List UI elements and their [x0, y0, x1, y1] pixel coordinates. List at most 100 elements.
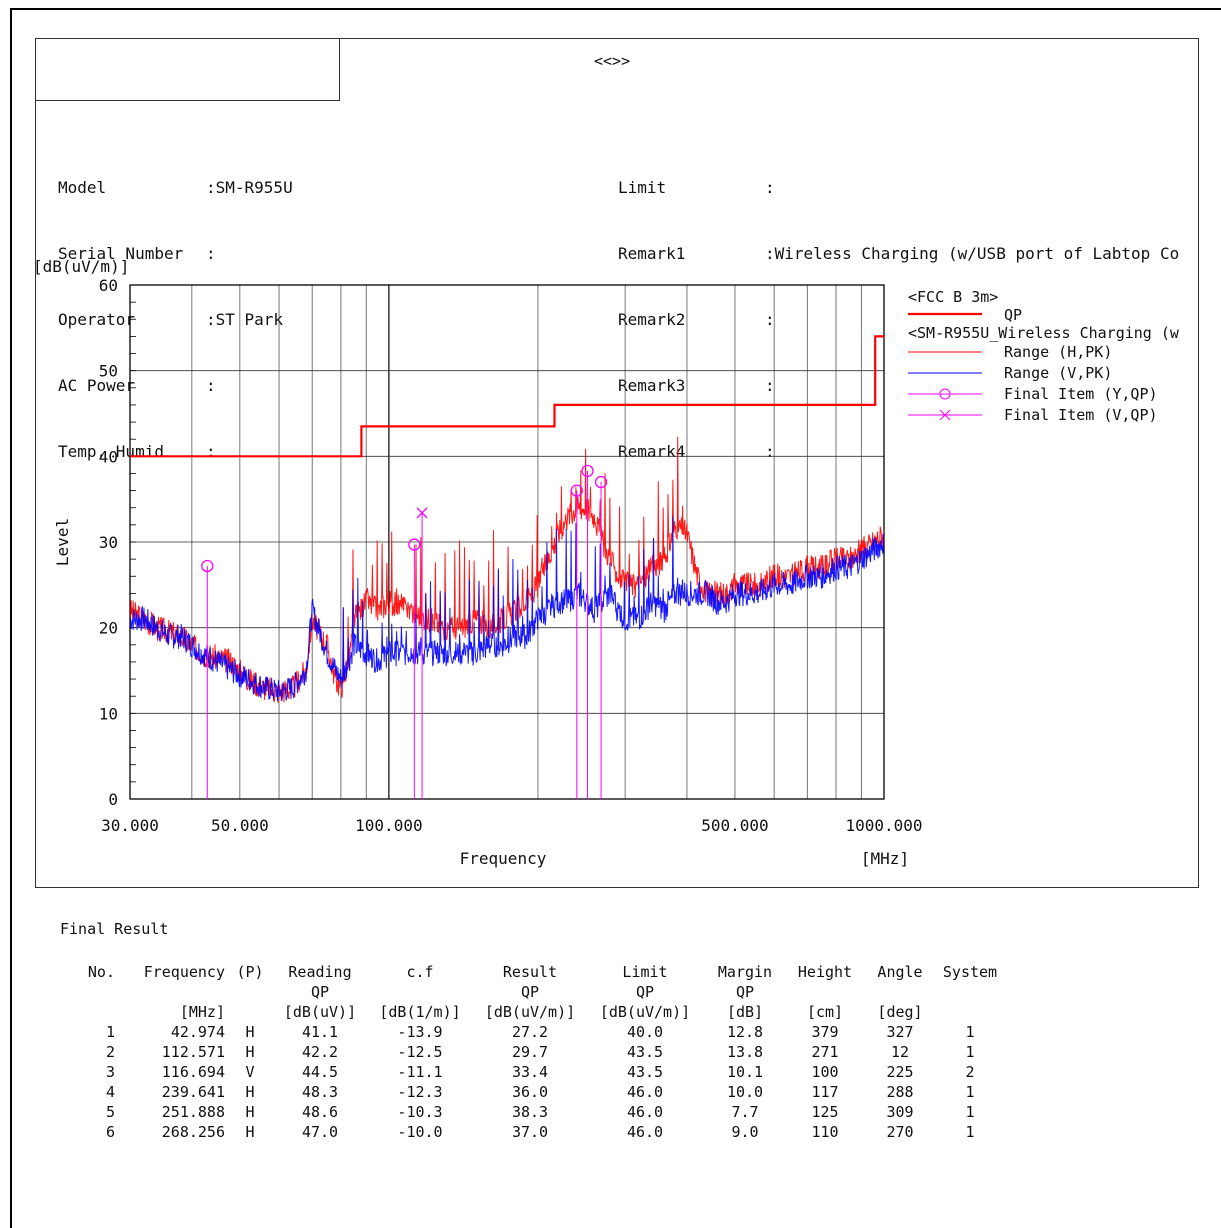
info-value: :SM-R955U: [206, 178, 293, 197]
x-tick-label: 100.000: [355, 816, 422, 835]
info-label: Remark2: [618, 310, 686, 329]
table-cell: 1: [965, 1083, 975, 1101]
table-cell: 9.0: [731, 1123, 759, 1141]
table-cell: 2: [105, 1043, 115, 1061]
table-cell: 1: [965, 1123, 975, 1141]
y-axis-label: Level: [53, 518, 72, 566]
table-row: 1 42.974 H 41.1 -13.9 27.2 40.0 12.8 379 327 1: [60, 1022, 1005, 1042]
legend-item-label: Range (H,PK): [1004, 343, 1112, 361]
table-header-row: No. Frequency (P) Reading c.f Result Limit Marg…: [60, 962, 1005, 982]
final-item-circle-marker: [581, 464, 594, 478]
legend-item-label: Final Item (Y,QP): [1004, 385, 1158, 403]
table-cell: 40.0: [626, 1023, 664, 1041]
y-tick-label: 50: [99, 362, 118, 381]
final-result-table: No. Frequency (P) Reading c.f Result Limit Marg…: [60, 962, 1005, 1142]
table-cell: 1: [965, 1103, 975, 1121]
table-units-row: [MHz] [dB(uV)] [dB(1/m)] [dB(uV/m)] [dB(uV/m…: [60, 1002, 1005, 1022]
table-cell: 1: [105, 1023, 115, 1041]
x-tick-label: 500.000: [701, 816, 768, 835]
table-cell: [225, 982, 275, 1002]
table-cell: QP: [735, 983, 755, 1001]
table-cell: 288: [886, 1083, 914, 1101]
table-cell: 43.5: [626, 1063, 664, 1081]
table-cell: H: [245, 1043, 255, 1061]
info-value: :ST Park: [206, 310, 284, 329]
table-cell: -12.5: [397, 1043, 443, 1061]
table-cell: 27.2: [511, 1023, 549, 1041]
table-cell: 225: [886, 1063, 914, 1081]
final-item-circle-marker: [201, 559, 214, 573]
final-item-circle-marker: [594, 475, 608, 489]
table-cell: 110: [811, 1123, 839, 1141]
info-label: AC Power: [58, 376, 136, 395]
table-cell: -13.9: [397, 1023, 443, 1041]
table-cell: QP: [635, 983, 655, 1001]
y-tick-label: 60: [99, 276, 118, 295]
y-tick-label: 0: [108, 790, 118, 809]
legend-group-title: <FCC B 3m>: [908, 288, 998, 306]
y-tick-label: 40: [99, 447, 118, 466]
info-row-remark2: Remark2:: [618, 309, 1221, 331]
x-tick-label: 50.000: [211, 816, 269, 835]
series-line-vertical: [130, 516, 884, 702]
table-cell: [60, 982, 115, 1002]
table-cell: -12.3: [397, 1083, 443, 1101]
legend-item-label: QP: [1004, 306, 1022, 324]
table-cell: -10.3: [397, 1103, 443, 1121]
y-tick-label: 30: [99, 533, 118, 552]
table-cell: H: [245, 1083, 255, 1101]
info-label: Remark3: [618, 376, 686, 395]
table-cell: 46.0: [626, 1123, 664, 1141]
info-value: :Wireless Charging (w/USB port of Labtop…: [765, 244, 1180, 263]
emission-chart: 0 10 20 30 40 50 60 30.000 50.000 100.000 500.000 1…: [33, 257, 1180, 868]
final-item-circle-marker: [570, 484, 583, 497]
table-subheader-row: QP QP QP QP: [60, 982, 1005, 1002]
y-tick-label: 10: [99, 704, 118, 723]
table-cell: H: [245, 1123, 255, 1141]
series-line-horizontal: [130, 436, 884, 703]
table-cell: [935, 982, 1005, 1002]
x-axis-unit: [MHz]: [861, 849, 909, 868]
table-cell: 36.0: [511, 1083, 549, 1101]
x-axis-label: Frequency: [460, 849, 547, 868]
legend-group-title: <SM-R955U_Wireless Charging (w: [908, 324, 1180, 342]
table-cell: [cm]: [806, 1003, 844, 1021]
table-cell: 7.7: [731, 1103, 759, 1121]
info-value: :: [765, 310, 775, 329]
table-row: 6 268.256 H 47.0 -10.0 37.0 46.0 9.0 110 270 1: [60, 1122, 1005, 1142]
table-cell: 271: [811, 1043, 839, 1061]
table-cell: H: [245, 1103, 255, 1121]
table-cell: 112.571: [161, 1043, 225, 1061]
table-cell: 1: [965, 1043, 975, 1061]
table-cell: 3: [105, 1063, 115, 1081]
info-row-serial: Serial Number:: [58, 243, 293, 265]
table-cell: H: [245, 1023, 255, 1041]
table-cell: 38.3: [511, 1103, 549, 1121]
final-item-cross-marker: [416, 507, 428, 519]
info-value: :: [206, 244, 216, 263]
table-cell: 42.2: [301, 1043, 339, 1061]
table-cell: [865, 982, 935, 1002]
table-row: 2 112.571 H 42.2 -12.5 29.7 43.5 13.8 271 12 1: [60, 1042, 1005, 1062]
report-title: <<>>: [594, 52, 631, 70]
table-cell: [935, 1002, 1005, 1022]
final-result-title: Final Result: [60, 920, 169, 938]
table-cell: 13.8: [726, 1043, 764, 1061]
y-axis-unit: [dB(uV/m)]: [33, 257, 129, 276]
table-cell: 43.5: [626, 1043, 664, 1061]
legend-item-label: Range (V,PK): [1004, 364, 1112, 382]
table-cell: c.f: [406, 963, 434, 981]
info-row-ac-power: AC Power:: [58, 375, 293, 397]
final-result-section: Final Result No. Frequency (P) Reading c.f Re…: [60, 920, 1005, 1142]
table-cell: [785, 982, 865, 1002]
table-cell: 6: [105, 1123, 115, 1141]
legend-marker-cross: [939, 409, 951, 421]
table-cell: [deg]: [877, 1003, 923, 1021]
table-cell: 2: [965, 1063, 975, 1081]
table-cell: 10.0: [726, 1083, 764, 1101]
x-tick-label: 30.000: [101, 816, 159, 835]
table-cell: 46.0: [626, 1103, 664, 1121]
table-cell: 47.0: [301, 1123, 339, 1141]
report-frame: [35, 38, 1199, 888]
info-row-limit: Limit:: [618, 177, 1221, 199]
